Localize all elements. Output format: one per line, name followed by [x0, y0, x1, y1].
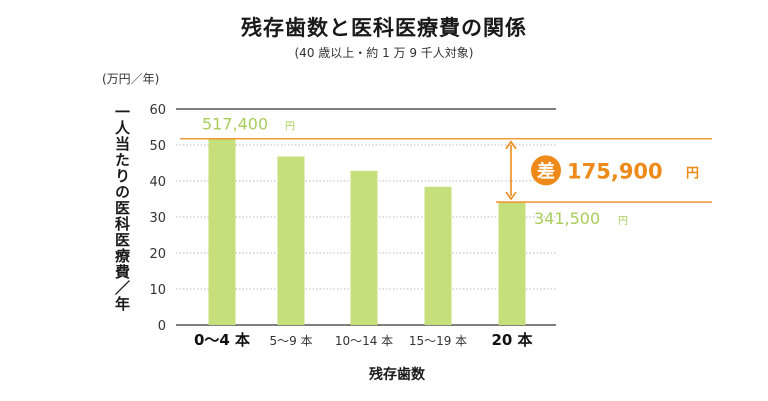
y-tick-label: 10 [149, 283, 166, 298]
y-tick-label: 30 [149, 211, 166, 226]
bar [208, 138, 236, 325]
chart-subtitle: (40 歳以上・約 1 万 9 千人対象) [294, 46, 474, 60]
bar [277, 156, 305, 325]
difference-badge [531, 155, 561, 186]
difference-badge-label: 差 [537, 160, 555, 182]
bar [424, 186, 452, 325]
y-tick-label: 20 [149, 247, 166, 262]
difference-arrow-head-up [505, 140, 517, 150]
data-label-high: 517,400 [202, 115, 268, 134]
x-tick-label: 5～9 本 [269, 334, 312, 348]
x-tick-label: 20 本 [491, 331, 532, 349]
x-axis-label: 残存歯数 [369, 367, 425, 383]
y-tick-label: 40 [149, 175, 166, 190]
y-tick-label: 60 [149, 103, 166, 118]
data-label-high-unit: 円 [285, 122, 295, 133]
data-label-low: 341,500 [534, 209, 600, 228]
x-tick-label: 10～14 本 [335, 334, 393, 348]
difference-unit: 円 [686, 166, 699, 181]
difference-arrow-head-down [505, 191, 517, 201]
bar [350, 170, 378, 325]
x-tick-label: 0～4 本 [194, 331, 250, 349]
difference-value: 175,900 [567, 159, 663, 183]
x-tick-label: 15～19 本 [409, 334, 467, 348]
y-tick-label: 50 [149, 139, 166, 154]
data-label-low-unit: 円 [618, 216, 628, 227]
y-axis-label: 一人当たりの医科医療費／年 [113, 104, 131, 312]
chart-title: 残存歯数と医科医療費の関係 [241, 16, 527, 40]
bar [498, 202, 526, 325]
unit-label: (万円／年) [102, 72, 160, 86]
y-tick-label: 0 [158, 319, 166, 334]
